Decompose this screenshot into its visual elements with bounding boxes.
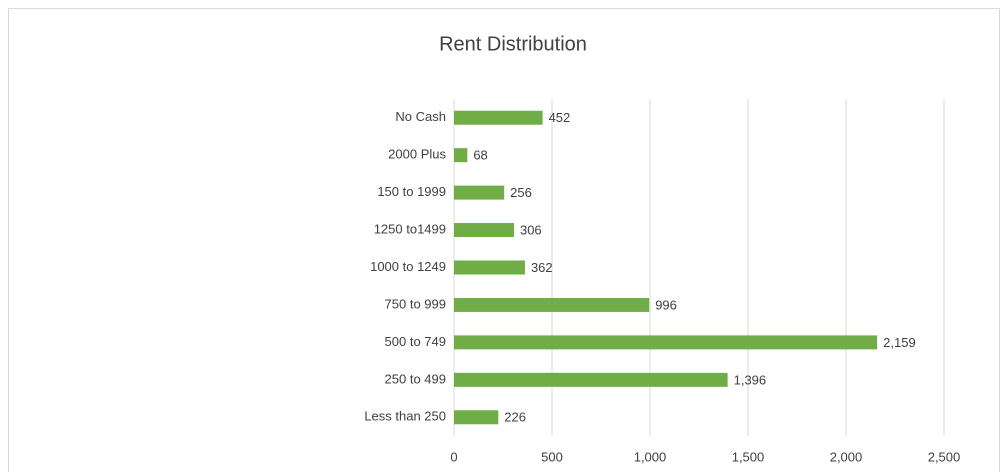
bar	[454, 372, 728, 387]
bar	[454, 185, 505, 200]
bar	[454, 110, 543, 125]
data-label: 452	[549, 110, 571, 125]
chart-title: Rent Distribution	[439, 33, 587, 55]
data-label: 362	[531, 260, 553, 275]
bar	[454, 335, 878, 350]
x-tick-label: 1,500	[732, 449, 765, 464]
y-tick-label: 750 to 999	[385, 296, 446, 311]
bar	[454, 148, 468, 163]
x-tick-label: 2,000	[830, 449, 863, 464]
data-label: 306	[520, 222, 542, 237]
data-label: 1,396	[734, 372, 767, 387]
y-tick-label: Less than 250	[364, 409, 446, 424]
x-tick-label: 1,000	[634, 449, 667, 464]
data-label: 68	[473, 148, 487, 163]
y-tick-label: 250 to 499	[385, 371, 446, 386]
y-tick-label: 2000 Plus	[388, 147, 446, 162]
y-tick-label: No Cash	[395, 109, 446, 124]
chart-border	[8, 8, 1000, 472]
data-label: 226	[504, 410, 526, 425]
bar	[454, 260, 525, 275]
bar	[454, 297, 650, 312]
data-label: 996	[655, 297, 677, 312]
bar	[454, 410, 499, 425]
data-label: 256	[510, 185, 532, 200]
x-tick-label: 500	[541, 449, 563, 464]
y-tick-label: 1000 to 1249	[370, 259, 446, 274]
y-tick-label: 500 to 749	[385, 334, 446, 349]
y-tick-label: 1250 to1499	[374, 221, 446, 236]
bar	[454, 223, 514, 238]
data-label: 2,159	[883, 335, 916, 350]
x-tick-label: 0	[450, 449, 457, 464]
y-tick-label: 150 to 1999	[377, 184, 446, 199]
x-tick-label: 2,500	[928, 449, 961, 464]
